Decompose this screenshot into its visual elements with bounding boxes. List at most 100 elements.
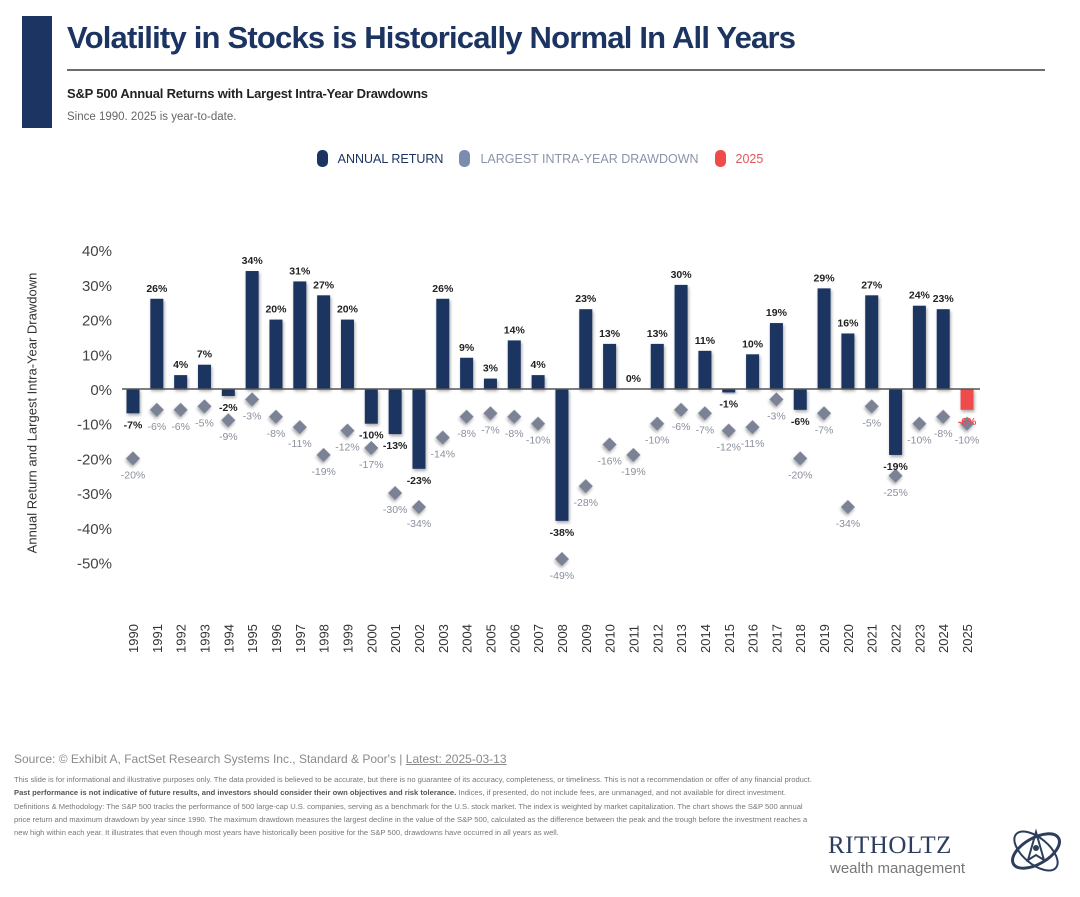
latest-date-link[interactable]: Latest: 2025-03-13 — [405, 752, 507, 766]
drawdown-marker — [125, 451, 141, 466]
chart-subtitle: S&P 500 Annual Returns with Largest Intr… — [67, 86, 428, 101]
x-tick-label: 2003 — [436, 624, 451, 653]
drawdown-marker — [793, 451, 808, 466]
x-tick-label: 1991 — [150, 624, 165, 653]
drawdown-marker — [483, 406, 498, 421]
title-accent-bar — [22, 16, 52, 128]
logo-subtitle: wealth management — [830, 860, 966, 877]
bar-annual-return — [412, 389, 426, 469]
drawdown-value-label: -9% — [219, 431, 238, 443]
bar-value-label: -7% — [124, 419, 143, 431]
x-tick-label: 2024 — [936, 624, 951, 653]
drawdown-value-label: -6% — [672, 421, 691, 433]
bar-annual-return — [746, 354, 760, 389]
drawdown-marker — [531, 416, 546, 431]
disclaimer-bold: Past performance is not indicative of fu… — [14, 788, 457, 798]
drawdown-value-label: -20% — [121, 469, 146, 481]
drawdown-marker — [245, 392, 260, 407]
bar-value-label: -13% — [383, 440, 408, 452]
legend-label-annual-return: ANNUAL RETURN — [337, 151, 444, 166]
bar-annual-return — [317, 295, 331, 389]
x-tick-label: 2004 — [460, 624, 475, 653]
legend-swatch-annual-return — [316, 150, 328, 167]
bar-value-label: -6% — [791, 416, 810, 428]
bar-annual-return — [507, 340, 521, 389]
bar-annual-return — [674, 284, 688, 389]
drawdown-value-label: -8% — [505, 428, 524, 440]
drawdown-marker — [435, 430, 450, 445]
y-tick-label: 10% — [82, 347, 112, 364]
bar-annual-return — [865, 295, 879, 389]
y-tick-label: -30% — [77, 486, 112, 503]
drawdown-value-label: -17% — [359, 459, 384, 471]
drawdown-marker — [936, 409, 951, 424]
y-tick-label: -10% — [77, 417, 112, 434]
drawdown-marker — [888, 468, 903, 483]
x-tick-label: 2008 — [555, 624, 570, 653]
x-tick-label: 1992 — [174, 624, 189, 653]
bar-annual-return — [912, 305, 926, 389]
drawdown-marker — [268, 409, 284, 424]
bar-annual-return — [698, 350, 712, 389]
bar-annual-return — [197, 364, 211, 389]
legend-label-2025: 2025 — [735, 151, 764, 166]
bar-value-label: 3% — [483, 363, 499, 375]
drawdown-value-label: -16% — [597, 456, 622, 468]
bar-annual-return — [603, 343, 617, 389]
bar-value-label: -10% — [359, 430, 384, 442]
x-tick-label: 2020 — [841, 624, 856, 653]
legend-item-2025: 2025 — [714, 150, 764, 167]
drawdown-marker — [626, 447, 641, 463]
x-tick-label: 2015 — [722, 624, 737, 653]
bar-value-label: 26% — [432, 283, 454, 295]
drawdown-marker — [221, 413, 236, 428]
drawdown-marker — [411, 499, 427, 515]
title-divider — [67, 69, 1045, 71]
drawdown-value-label: -10% — [645, 435, 670, 447]
x-tick-label: 2001 — [388, 624, 403, 653]
bar-value-label: 31% — [289, 265, 311, 277]
drawdown-marker — [769, 392, 784, 407]
drawdown-marker — [602, 437, 617, 452]
drawdown-marker — [840, 499, 855, 515]
source-text: Source: © Exhibit A, FactSet Research Sy… — [14, 752, 406, 766]
legend-label-drawdown: LARGEST INTRA-YEAR DRAWDOWN — [480, 151, 699, 166]
drawdown-marker — [292, 420, 307, 435]
drawdown-marker — [173, 402, 188, 417]
drawdown-marker — [149, 402, 164, 417]
x-tick-label: 2000 — [364, 624, 379, 653]
drawdown-marker — [340, 423, 355, 438]
drawdown-marker — [364, 440, 379, 456]
drawdown-value-label: -3% — [243, 410, 262, 422]
drawdown-value-label: -12% — [716, 442, 741, 454]
bar-value-label: -1% — [719, 398, 738, 410]
bar-value-label: -23% — [407, 475, 432, 487]
drawdown-value-label: -34% — [836, 518, 861, 530]
bar-value-label: 26% — [146, 283, 168, 295]
bar-value-label: 13% — [647, 328, 669, 340]
bar-value-label: 16% — [837, 317, 859, 329]
legend-swatch-drawdown — [459, 150, 471, 167]
bar-annual-return — [436, 298, 450, 389]
drawdown-marker — [745, 420, 760, 435]
bar-annual-return — [960, 389, 974, 410]
bar-value-label: -19% — [883, 461, 908, 473]
drawdown-marker — [316, 447, 331, 463]
bar-annual-return — [793, 389, 807, 410]
bar-value-label: -2% — [219, 402, 238, 414]
x-tick-label: 2022 — [889, 624, 904, 653]
drawdown-marker — [554, 551, 570, 567]
bar-annual-return — [174, 375, 188, 389]
bar-annual-return — [221, 389, 235, 396]
chart-plot: 40% 30% 20% 10% 0% -10% -20% -30% -40% -50% -7% 26… — [77, 243, 980, 653]
drawdown-value-label: -8% — [457, 428, 476, 440]
bar-annual-return — [150, 298, 164, 389]
x-tick-label: 2019 — [817, 624, 832, 653]
bar-annual-return — [245, 271, 259, 389]
bar-value-label: -38% — [550, 527, 575, 539]
bar-value-label: 13% — [599, 328, 621, 340]
bar-value-label: 27% — [861, 279, 883, 291]
x-tick-label: 2017 — [769, 624, 784, 653]
bar-value-label: 0% — [626, 373, 642, 385]
x-tick-label: 1999 — [340, 624, 355, 653]
